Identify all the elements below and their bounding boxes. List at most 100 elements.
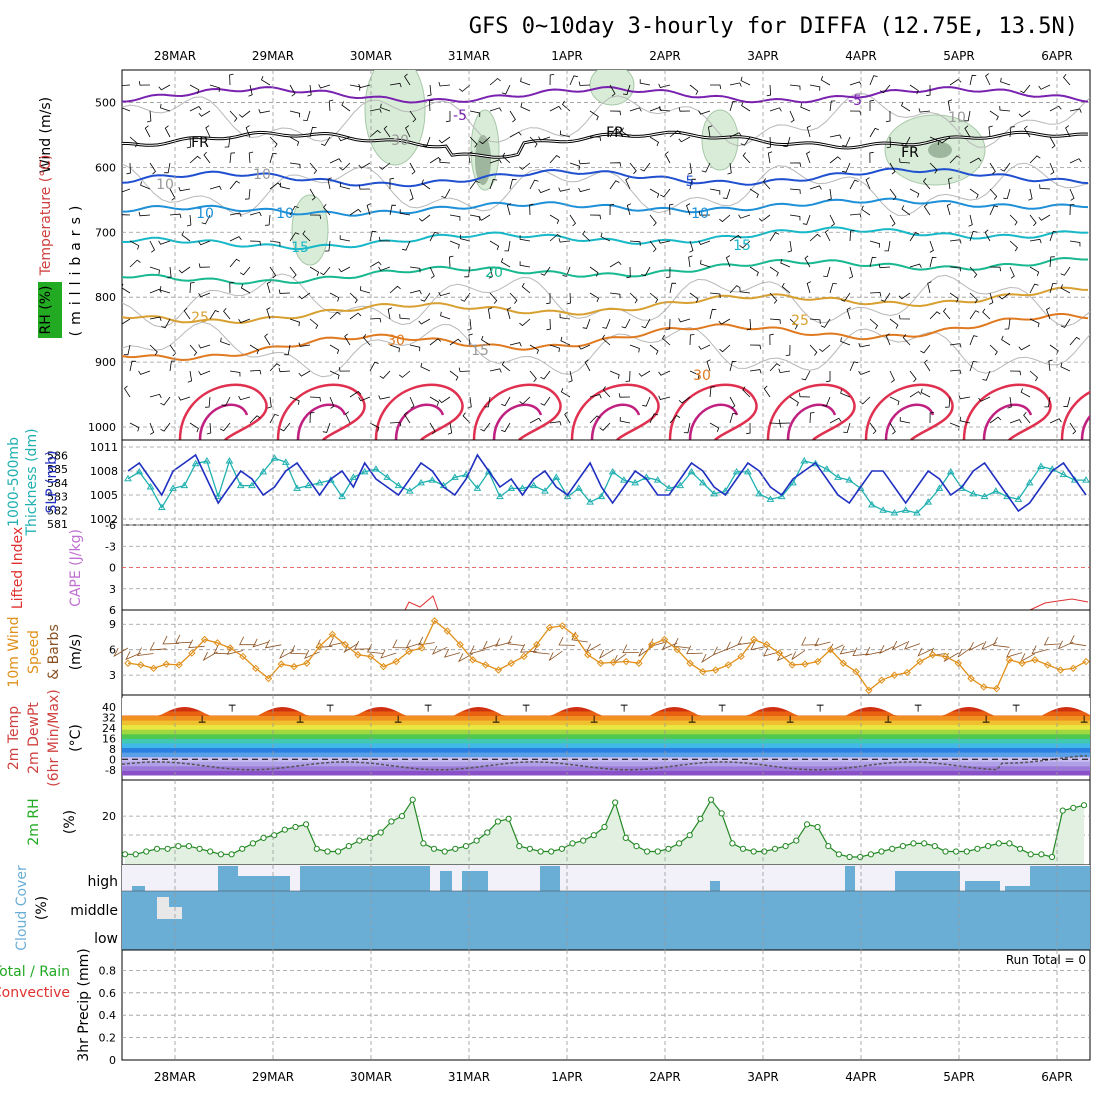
cloud-cover-panel: Cloud Cover (%) high middle low <box>14 864 1091 951</box>
wind-barb <box>781 282 791 294</box>
wind-barb <box>869 240 881 248</box>
wind-barb <box>369 230 377 242</box>
wind-barb <box>649 413 659 424</box>
wind-barb <box>922 178 931 190</box>
wind10-barb <box>585 643 601 653</box>
wind-barb <box>462 412 471 424</box>
top-date-label: 1APR <box>551 49 582 63</box>
thickness-point <box>169 484 177 491</box>
lifted-index-line <box>1029 598 1089 611</box>
wind-barb <box>689 292 699 303</box>
rh-point <box>537 848 544 855</box>
wind-barb <box>438 396 451 404</box>
wind-barb <box>698 344 711 350</box>
wind10-point <box>507 659 515 667</box>
wind10-point <box>724 661 733 669</box>
wind-barb <box>540 266 551 276</box>
wind10-barb <box>1031 645 1048 655</box>
wind-barb <box>669 282 677 294</box>
wind-barb <box>968 214 973 227</box>
wind10-barb <box>612 653 627 664</box>
wind-barb <box>964 125 971 138</box>
wind-barb <box>947 99 953 112</box>
thickness-point <box>631 478 640 486</box>
rh-point <box>1027 851 1034 858</box>
wind-barb <box>1049 256 1055 268</box>
wind-barb <box>289 266 297 279</box>
wind-barb <box>785 344 791 356</box>
wind-barb <box>1069 240 1081 247</box>
rh-point <box>1070 804 1077 812</box>
isotherm-line <box>122 85 1089 104</box>
rh-point <box>356 837 363 844</box>
thickness-point <box>597 492 606 500</box>
wind-barb <box>229 152 236 164</box>
wind-barb <box>1029 370 1039 382</box>
thickness-point <box>248 481 256 489</box>
wind10-point <box>226 644 234 652</box>
wind-barb <box>829 156 842 164</box>
wind10-point <box>124 659 132 667</box>
wind10-point <box>264 674 273 683</box>
wind10-barb <box>202 651 218 662</box>
wind-barb <box>829 134 842 139</box>
wind-barb <box>178 396 191 401</box>
bottom-date-label: 29MAR <box>252 1070 294 1084</box>
wind-barb <box>564 411 571 424</box>
wind10-point <box>584 651 592 659</box>
wind10-point <box>303 659 311 667</box>
freezing-level-line-inner <box>122 131 1089 158</box>
wind-barb <box>298 292 311 300</box>
wind10-tick-label: 9 <box>109 618 116 631</box>
wind-barb <box>189 422 199 433</box>
wind10-point <box>571 632 579 640</box>
wind10-point <box>545 623 554 632</box>
wind-barb <box>678 136 691 143</box>
wind-barb <box>1049 282 1057 294</box>
wind-barb <box>266 307 271 320</box>
isotherm-line <box>122 256 1088 285</box>
wind10-barb <box>622 644 639 654</box>
wind-barb <box>909 391 922 398</box>
wind-barb <box>1069 422 1077 435</box>
wind-barb <box>1029 155 1041 164</box>
wind10-barb <box>791 650 806 660</box>
wind-barb <box>349 208 362 216</box>
wind-barb <box>1049 162 1055 175</box>
wind-barb <box>861 205 871 216</box>
wind-barb <box>829 100 836 112</box>
hot-isotherm-loop <box>276 383 366 440</box>
wind-barb <box>449 240 460 249</box>
wind-barb <box>949 369 962 375</box>
wind-barb <box>320 136 331 146</box>
rh-point <box>1038 851 1045 858</box>
wind-barb <box>383 125 391 138</box>
rh-point <box>281 826 288 833</box>
wind-barb <box>678 318 691 323</box>
wind10-point <box>647 640 656 649</box>
rh-point <box>292 823 299 831</box>
wind-barb <box>869 127 879 138</box>
wind-barb <box>409 290 422 295</box>
wind-barb <box>1062 74 1071 86</box>
thickness-point <box>710 489 718 497</box>
wind-barb <box>1009 370 1021 376</box>
rh-point <box>771 845 779 852</box>
wind-barb <box>449 255 454 268</box>
wind-barb <box>309 188 316 201</box>
wind-barb <box>789 214 801 221</box>
cloud-high-bar <box>238 876 290 891</box>
wind-barb <box>1009 419 1022 424</box>
rh-point <box>1017 845 1024 852</box>
precip-tick-label: 0.2 <box>99 1032 117 1045</box>
cloud-high-bar <box>462 871 488 891</box>
hot-isotherm-loop <box>374 383 464 440</box>
wind-barb <box>149 288 162 294</box>
wind-barb <box>1039 184 1051 190</box>
thickness-point <box>946 467 955 475</box>
wind-barb <box>422 136 431 147</box>
wind-barb <box>129 259 141 268</box>
wind10-barb <box>701 653 716 664</box>
cloud-midlow-fill <box>122 891 1090 950</box>
wind-barb <box>869 422 877 435</box>
